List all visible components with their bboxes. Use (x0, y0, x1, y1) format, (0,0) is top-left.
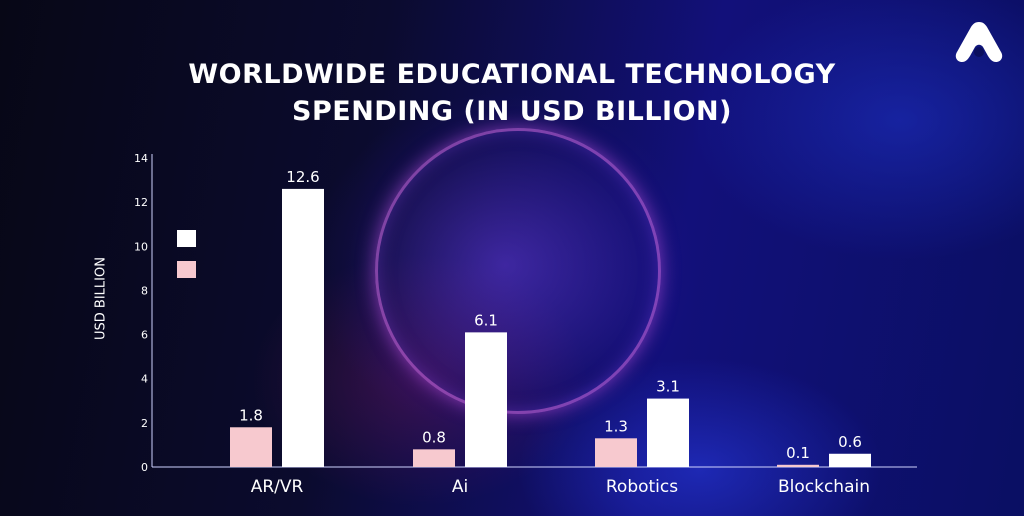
y-tick-label: 6 (141, 329, 148, 342)
y-tick-label: 0 (141, 461, 148, 474)
data-label: 12.6 (286, 168, 319, 186)
chart-title: WORLDWIDE EDUCATIONAL TECHNOLOGY SPENDIN… (112, 56, 912, 130)
legend-swatch-white (177, 230, 196, 247)
data-label: 1.8 (239, 406, 263, 424)
data-label: 0.8 (422, 428, 446, 446)
data-label: 1.3 (604, 417, 628, 435)
chart-title-line-2: SPENDING (IN USD BILLION) (292, 96, 732, 127)
background-glow-ring (375, 128, 661, 414)
bar (413, 449, 455, 467)
y-tick-label: 10 (134, 240, 148, 253)
bar (465, 332, 507, 467)
bar (230, 427, 272, 467)
y-tick-label: 2 (141, 417, 148, 430)
x-tick-label: AR/VR (251, 477, 304, 497)
chart-title-line-1: WORLDWIDE EDUCATIONAL TECHNOLOGY (188, 59, 836, 90)
bar (829, 453, 871, 467)
bar (282, 188, 324, 467)
data-label: 0.6 (838, 433, 862, 451)
brand-logo-icon (955, 22, 1003, 62)
bar (595, 438, 637, 467)
data-label: 0.1 (786, 444, 810, 462)
bar (647, 398, 689, 467)
x-tick-label: Robotics (606, 477, 678, 497)
bar (777, 464, 819, 467)
y-tick-label: 14 (134, 152, 148, 165)
y-tick-label: 8 (141, 284, 148, 297)
data-label: 3.1 (656, 378, 680, 396)
data-label: 6.1 (474, 311, 498, 329)
x-tick-label: Blockchain (778, 477, 870, 497)
x-tick-label: Ai (452, 477, 468, 497)
y-tick-label: 12 (134, 196, 148, 209)
legend-swatch-pink (177, 261, 196, 278)
y-tick-label: 4 (141, 373, 148, 386)
